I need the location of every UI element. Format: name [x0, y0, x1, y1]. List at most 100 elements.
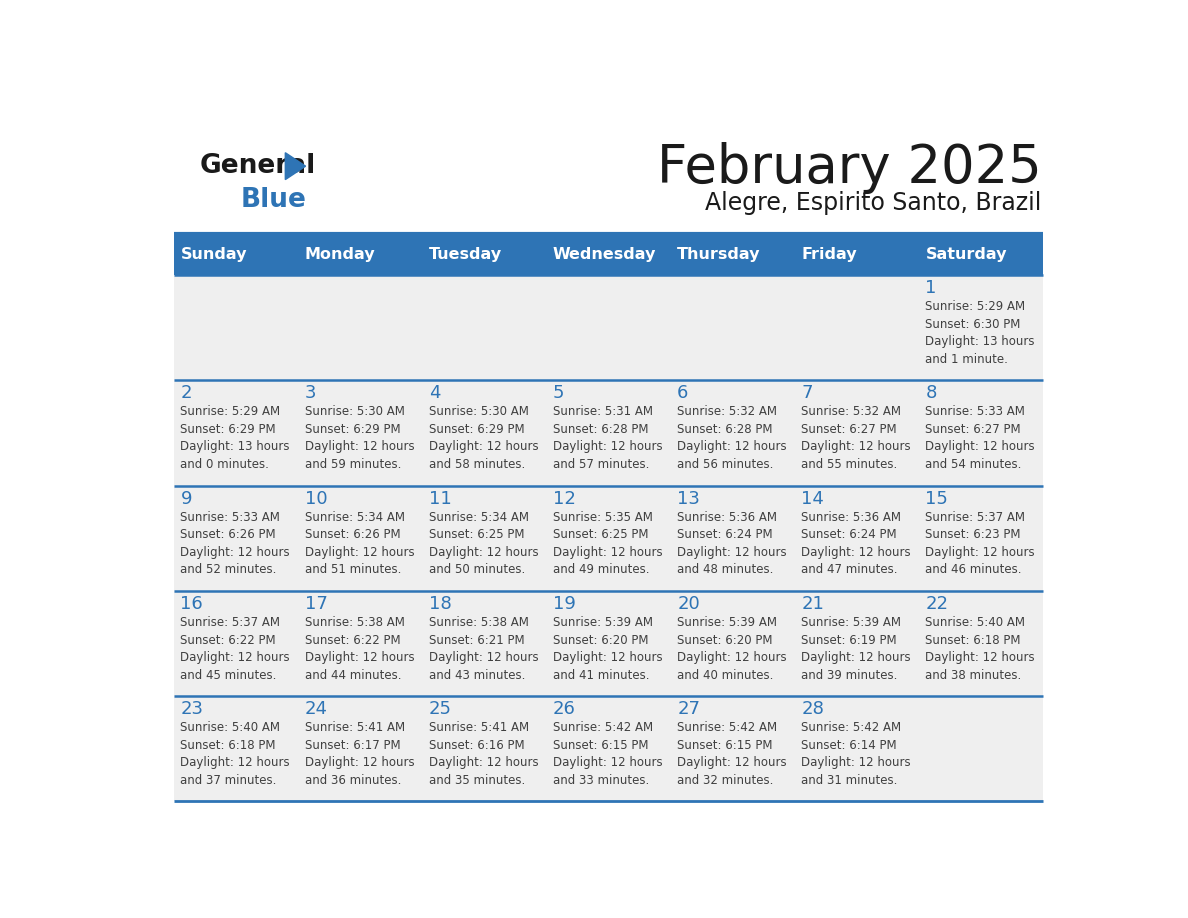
Bar [546, 380, 671, 486]
Text: 25: 25 [429, 700, 451, 719]
Text: Tuesday: Tuesday [429, 247, 503, 262]
Bar [298, 274, 423, 380]
Bar [298, 696, 423, 801]
Text: Sunrise: 5:39 AM
Sunset: 6:20 PM
Daylight: 12 hours
and 41 minutes.: Sunrise: 5:39 AM Sunset: 6:20 PM Dayligh… [552, 616, 663, 681]
Bar [671, 591, 795, 696]
Text: Sunrise: 5:36 AM
Sunset: 6:24 PM
Daylight: 12 hours
and 47 minutes.: Sunrise: 5:36 AM Sunset: 6:24 PM Dayligh… [801, 510, 911, 577]
Text: Sunrise: 5:42 AM
Sunset: 6:14 PM
Daylight: 12 hours
and 31 minutes.: Sunrise: 5:42 AM Sunset: 6:14 PM Dayligh… [801, 722, 911, 787]
Text: Sunrise: 5:33 AM
Sunset: 6:26 PM
Daylight: 12 hours
and 52 minutes.: Sunrise: 5:33 AM Sunset: 6:26 PM Dayligh… [181, 510, 290, 577]
Text: 26: 26 [552, 700, 576, 719]
Text: 6: 6 [677, 385, 689, 402]
Bar [920, 486, 1043, 591]
Bar [423, 486, 546, 591]
Text: 21: 21 [801, 595, 824, 613]
Text: February 2025: February 2025 [657, 142, 1042, 194]
Text: Sunrise: 5:33 AM
Sunset: 6:27 PM
Daylight: 12 hours
and 54 minutes.: Sunrise: 5:33 AM Sunset: 6:27 PM Dayligh… [925, 406, 1035, 471]
Bar [795, 274, 920, 380]
Text: Sunrise: 5:32 AM
Sunset: 6:28 PM
Daylight: 12 hours
and 56 minutes.: Sunrise: 5:32 AM Sunset: 6:28 PM Dayligh… [677, 406, 786, 471]
Bar [920, 696, 1043, 801]
Text: Monday: Monday [304, 247, 375, 262]
Bar [423, 696, 546, 801]
Text: 28: 28 [801, 700, 824, 719]
Text: Sunrise: 5:40 AM
Sunset: 6:18 PM
Daylight: 12 hours
and 37 minutes.: Sunrise: 5:40 AM Sunset: 6:18 PM Dayligh… [181, 722, 290, 787]
Text: Sunrise: 5:40 AM
Sunset: 6:18 PM
Daylight: 12 hours
and 38 minutes.: Sunrise: 5:40 AM Sunset: 6:18 PM Dayligh… [925, 616, 1035, 681]
Text: 24: 24 [304, 700, 328, 719]
Bar [423, 234, 546, 274]
Text: Sunrise: 5:37 AM
Sunset: 6:22 PM
Daylight: 12 hours
and 45 minutes.: Sunrise: 5:37 AM Sunset: 6:22 PM Dayligh… [181, 616, 290, 681]
Text: Friday: Friday [801, 247, 857, 262]
Bar [795, 591, 920, 696]
Text: 13: 13 [677, 489, 700, 508]
Text: 9: 9 [181, 489, 192, 508]
Bar [671, 380, 795, 486]
Text: Wednesday: Wednesday [552, 247, 656, 262]
Bar [175, 591, 298, 696]
Text: Sunrise: 5:36 AM
Sunset: 6:24 PM
Daylight: 12 hours
and 48 minutes.: Sunrise: 5:36 AM Sunset: 6:24 PM Dayligh… [677, 510, 786, 577]
Bar [175, 234, 298, 274]
Text: Sunrise: 5:34 AM
Sunset: 6:25 PM
Daylight: 12 hours
and 50 minutes.: Sunrise: 5:34 AM Sunset: 6:25 PM Dayligh… [429, 510, 538, 577]
Bar [795, 234, 920, 274]
Text: 11: 11 [429, 489, 451, 508]
Bar [423, 274, 546, 380]
Text: 14: 14 [801, 489, 824, 508]
Bar [298, 234, 423, 274]
Text: Sunrise: 5:32 AM
Sunset: 6:27 PM
Daylight: 12 hours
and 55 minutes.: Sunrise: 5:32 AM Sunset: 6:27 PM Dayligh… [801, 406, 911, 471]
Text: 7: 7 [801, 385, 813, 402]
Text: Sunrise: 5:35 AM
Sunset: 6:25 PM
Daylight: 12 hours
and 49 minutes.: Sunrise: 5:35 AM Sunset: 6:25 PM Dayligh… [552, 510, 663, 577]
Text: 16: 16 [181, 595, 203, 613]
Text: Sunrise: 5:31 AM
Sunset: 6:28 PM
Daylight: 12 hours
and 57 minutes.: Sunrise: 5:31 AM Sunset: 6:28 PM Dayligh… [552, 406, 663, 471]
Text: Sunrise: 5:39 AM
Sunset: 6:20 PM
Daylight: 12 hours
and 40 minutes.: Sunrise: 5:39 AM Sunset: 6:20 PM Dayligh… [677, 616, 786, 681]
Bar [175, 486, 298, 591]
Text: Sunrise: 5:41 AM
Sunset: 6:16 PM
Daylight: 12 hours
and 35 minutes.: Sunrise: 5:41 AM Sunset: 6:16 PM Dayligh… [429, 722, 538, 787]
Bar [920, 274, 1043, 380]
Bar [546, 696, 671, 801]
Bar [795, 380, 920, 486]
Bar [920, 380, 1043, 486]
Text: Saturday: Saturday [925, 247, 1007, 262]
Bar [671, 696, 795, 801]
Text: 12: 12 [552, 489, 576, 508]
Bar [175, 274, 298, 380]
Text: 1: 1 [925, 279, 937, 297]
Text: 15: 15 [925, 489, 948, 508]
Polygon shape [285, 152, 305, 180]
Text: Sunrise: 5:34 AM
Sunset: 6:26 PM
Daylight: 12 hours
and 51 minutes.: Sunrise: 5:34 AM Sunset: 6:26 PM Dayligh… [304, 510, 415, 577]
Bar [546, 591, 671, 696]
Bar [546, 274, 671, 380]
Text: Sunrise: 5:30 AM
Sunset: 6:29 PM
Daylight: 12 hours
and 59 minutes.: Sunrise: 5:30 AM Sunset: 6:29 PM Dayligh… [304, 406, 415, 471]
Text: Sunrise: 5:42 AM
Sunset: 6:15 PM
Daylight: 12 hours
and 33 minutes.: Sunrise: 5:42 AM Sunset: 6:15 PM Dayligh… [552, 722, 663, 787]
Bar [671, 234, 795, 274]
Bar [671, 274, 795, 380]
Text: 10: 10 [304, 489, 327, 508]
Bar [920, 591, 1043, 696]
Text: 3: 3 [304, 385, 316, 402]
Text: Blue: Blue [240, 186, 307, 212]
Text: Thursday: Thursday [677, 247, 760, 262]
Text: Sunrise: 5:42 AM
Sunset: 6:15 PM
Daylight: 12 hours
and 32 minutes.: Sunrise: 5:42 AM Sunset: 6:15 PM Dayligh… [677, 722, 786, 787]
Text: Sunrise: 5:41 AM
Sunset: 6:17 PM
Daylight: 12 hours
and 36 minutes.: Sunrise: 5:41 AM Sunset: 6:17 PM Dayligh… [304, 722, 415, 787]
Text: 5: 5 [552, 385, 564, 402]
Text: Sunrise: 5:39 AM
Sunset: 6:19 PM
Daylight: 12 hours
and 39 minutes.: Sunrise: 5:39 AM Sunset: 6:19 PM Dayligh… [801, 616, 911, 681]
Text: 8: 8 [925, 385, 937, 402]
Text: Sunrise: 5:29 AM
Sunset: 6:29 PM
Daylight: 13 hours
and 0 minutes.: Sunrise: 5:29 AM Sunset: 6:29 PM Dayligh… [181, 406, 290, 471]
Bar [546, 234, 671, 274]
Text: Alegre, Espirito Santo, Brazil: Alegre, Espirito Santo, Brazil [706, 192, 1042, 216]
Bar [920, 234, 1043, 274]
Text: 22: 22 [925, 595, 948, 613]
Bar [298, 380, 423, 486]
Text: Sunrise: 5:38 AM
Sunset: 6:22 PM
Daylight: 12 hours
and 44 minutes.: Sunrise: 5:38 AM Sunset: 6:22 PM Dayligh… [304, 616, 415, 681]
Text: Sunrise: 5:37 AM
Sunset: 6:23 PM
Daylight: 12 hours
and 46 minutes.: Sunrise: 5:37 AM Sunset: 6:23 PM Dayligh… [925, 510, 1035, 577]
Text: Sunrise: 5:29 AM
Sunset: 6:30 PM
Daylight: 13 hours
and 1 minute.: Sunrise: 5:29 AM Sunset: 6:30 PM Dayligh… [925, 300, 1035, 365]
Text: Sunrise: 5:38 AM
Sunset: 6:21 PM
Daylight: 12 hours
and 43 minutes.: Sunrise: 5:38 AM Sunset: 6:21 PM Dayligh… [429, 616, 538, 681]
Text: 18: 18 [429, 595, 451, 613]
Bar [175, 696, 298, 801]
Text: 19: 19 [552, 595, 576, 613]
Text: 27: 27 [677, 700, 700, 719]
Bar [298, 486, 423, 591]
Bar [671, 486, 795, 591]
Text: 4: 4 [429, 385, 441, 402]
Bar [423, 380, 546, 486]
Text: 2: 2 [181, 385, 192, 402]
Bar [423, 591, 546, 696]
Bar [298, 591, 423, 696]
